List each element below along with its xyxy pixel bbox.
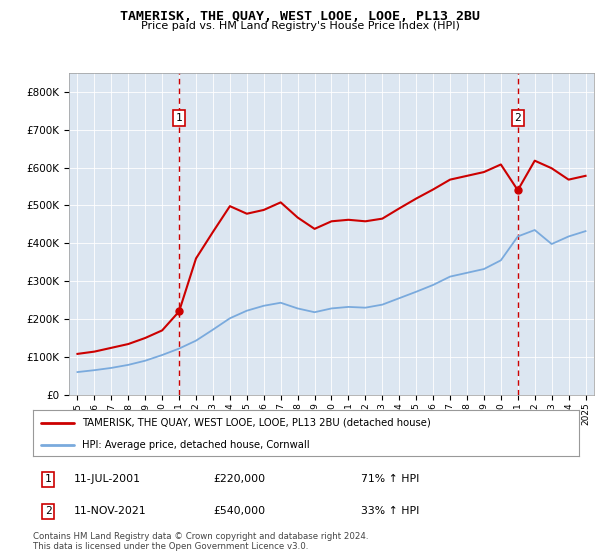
Text: 11-NOV-2021: 11-NOV-2021 (74, 506, 146, 516)
Text: 2: 2 (45, 506, 52, 516)
Text: HPI: Average price, detached house, Cornwall: HPI: Average price, detached house, Corn… (82, 440, 310, 450)
Text: 71% ↑ HPI: 71% ↑ HPI (361, 474, 419, 484)
Text: Price paid vs. HM Land Registry's House Price Index (HPI): Price paid vs. HM Land Registry's House … (140, 21, 460, 31)
Text: TAMERISK, THE QUAY, WEST LOOE, LOOE, PL13 2BU: TAMERISK, THE QUAY, WEST LOOE, LOOE, PL1… (120, 10, 480, 23)
Text: TAMERISK, THE QUAY, WEST LOOE, LOOE, PL13 2BU (detached house): TAMERISK, THE QUAY, WEST LOOE, LOOE, PL1… (82, 418, 431, 428)
Text: £220,000: £220,000 (213, 474, 265, 484)
Text: Contains HM Land Registry data © Crown copyright and database right 2024.
This d: Contains HM Land Registry data © Crown c… (33, 532, 368, 552)
Text: 33% ↑ HPI: 33% ↑ HPI (361, 506, 419, 516)
Text: £540,000: £540,000 (213, 506, 265, 516)
Text: 11-JUL-2001: 11-JUL-2001 (74, 474, 141, 484)
Text: 2: 2 (514, 113, 521, 123)
Text: 1: 1 (45, 474, 52, 484)
Text: 1: 1 (176, 113, 182, 123)
